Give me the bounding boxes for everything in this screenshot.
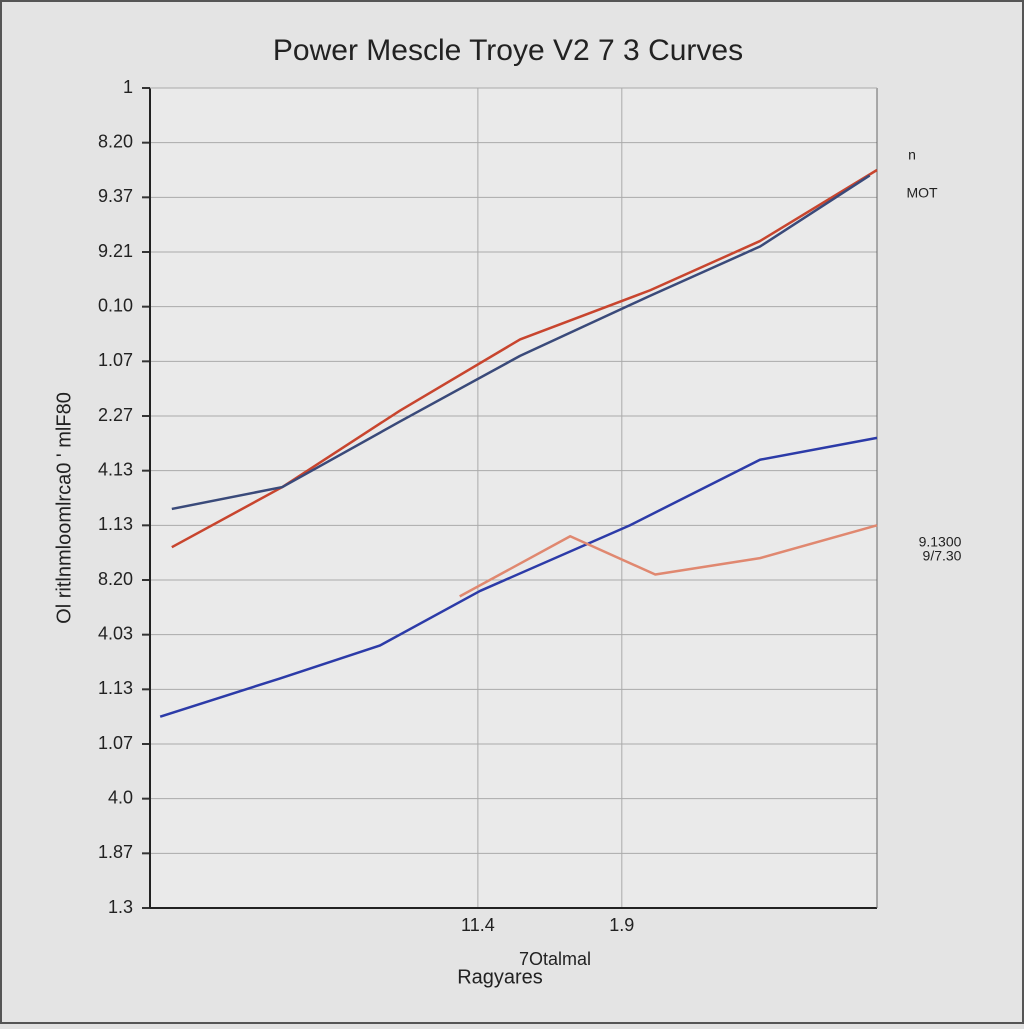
y-tick-label: 4.03 <box>98 623 133 643</box>
y-tick-label: 8.20 <box>98 569 133 589</box>
y-tick-label: 2.27 <box>98 405 133 425</box>
y-tick-label: 4.13 <box>98 459 133 479</box>
y-tick-label: 4.0 <box>108 787 133 807</box>
y-tick-label: 0.10 <box>98 295 133 315</box>
y-tick-label: 1.87 <box>98 842 133 862</box>
legend-label: 9.1300 <box>919 534 962 550</box>
series-line <box>171 174 871 511</box>
annotation: 7Otalmal <box>519 949 591 969</box>
y-tick-label: 1.3 <box>108 897 133 917</box>
series-line <box>459 524 878 598</box>
plot-area <box>150 88 877 908</box>
y-tick-label: 1 <box>123 77 133 97</box>
y-tick-label: 1.07 <box>98 350 133 370</box>
legend-label: MOT <box>906 185 938 201</box>
y-tick-label: 1.13 <box>98 678 133 698</box>
chart-title: Power Mescle Troye V2 7 3 Curves <box>273 34 743 67</box>
y-tick-label: 1.07 <box>98 733 133 753</box>
y-axis-label: Ol ritlnmloomlrca0 ' mlF80 <box>53 392 75 624</box>
x-axis-label: Ragyares <box>457 966 543 988</box>
x-tick-label: 1.9 <box>609 915 634 935</box>
y-tick-label: 1.13 <box>98 514 133 534</box>
y-tick-label: 9.37 <box>98 186 133 206</box>
series-line <box>159 436 878 718</box>
x-tick-label: 11.4 <box>461 915 495 935</box>
y-tick-label: 8.20 <box>98 131 133 151</box>
y-tick-label: 9.21 <box>98 241 133 261</box>
legend-label: 9/7.30 <box>923 548 962 564</box>
legend-label: n <box>908 147 916 163</box>
